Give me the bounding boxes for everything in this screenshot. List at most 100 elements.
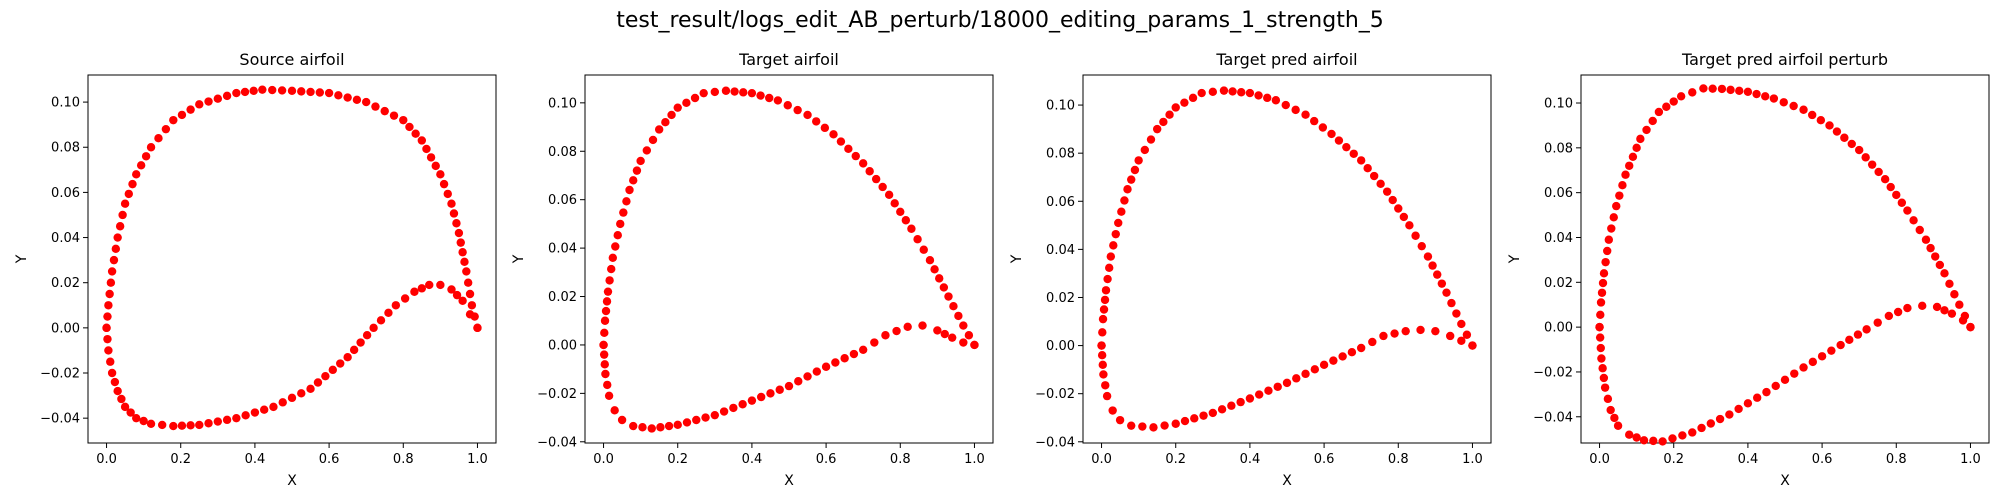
y-axis-label: Y [1009, 254, 1025, 264]
data-point [692, 415, 701, 425]
x-tick-label: 0.4 [742, 452, 763, 467]
data-point [177, 110, 187, 120]
data-point [126, 408, 135, 417]
data-point [890, 199, 899, 208]
data-point [871, 174, 881, 184]
data-point [1874, 167, 1883, 177]
y-tick-label: −0.02 [537, 387, 577, 402]
data-point [1639, 436, 1649, 445]
data-point [1146, 135, 1156, 144]
data-point [1115, 415, 1125, 425]
y-tick-label: −0.04 [1035, 435, 1075, 450]
data-point [287, 393, 297, 403]
data-point [1245, 88, 1255, 98]
data-point [240, 87, 250, 97]
data-point [146, 419, 156, 429]
data-point [259, 405, 269, 414]
data-point [1098, 328, 1107, 337]
data-point [664, 421, 674, 431]
data-point [1817, 352, 1827, 361]
data-point [1423, 252, 1433, 261]
data-point [831, 358, 840, 367]
data-point [629, 421, 638, 431]
data-point [1893, 307, 1903, 317]
data-point [1596, 310, 1605, 320]
data-point [1399, 212, 1409, 222]
data-point [844, 144, 853, 154]
data-points [102, 85, 482, 431]
data-point [1356, 343, 1366, 353]
data-point [608, 253, 618, 262]
data-point [616, 219, 625, 229]
data-point [1120, 196, 1129, 205]
data-point [436, 170, 445, 179]
data-point [128, 179, 137, 189]
data-point [425, 280, 434, 290]
data-point [132, 170, 141, 179]
data-point [601, 306, 611, 316]
data-point [654, 125, 664, 134]
data-point [1628, 152, 1638, 161]
y-tick-label: −0.04 [537, 435, 577, 450]
data-point [1612, 201, 1621, 211]
subplot-title: Target pred airfoil perturb [1681, 50, 1888, 69]
data-point [111, 244, 121, 254]
data-point [297, 389, 306, 398]
data-point [154, 134, 163, 143]
data-points [599, 86, 979, 433]
data-point [820, 123, 830, 133]
data-point [117, 394, 126, 404]
data-point [1327, 129, 1336, 139]
data-point [1897, 198, 1907, 207]
data-point [1598, 364, 1607, 373]
data-point [177, 421, 187, 430]
x-tick-label: 0.8 [890, 452, 911, 467]
data-point [1138, 422, 1147, 431]
data-point [452, 219, 461, 228]
data-point [1600, 383, 1610, 392]
data-point [343, 353, 352, 362]
data-point [371, 102, 380, 111]
data-point [204, 97, 213, 106]
data-point [858, 159, 868, 168]
data-point [1236, 397, 1245, 407]
data-point [766, 389, 775, 398]
data-point [903, 322, 912, 331]
data-point [449, 209, 459, 218]
data-point [105, 289, 114, 299]
data-point [380, 106, 389, 116]
data-point [328, 365, 337, 375]
data-point [1599, 269, 1609, 278]
y-tick-label: 0.06 [1046, 195, 1075, 210]
data-point [1457, 336, 1466, 345]
data-point [352, 95, 362, 105]
data-point [1428, 261, 1437, 270]
x-tick-label: 0.2 [667, 452, 688, 467]
data-point [1958, 316, 1968, 325]
data-point [136, 161, 146, 170]
data-point [1688, 428, 1697, 437]
data-point [454, 228, 464, 238]
data-point [775, 385, 784, 394]
data-point [600, 328, 609, 338]
data-point [1615, 191, 1624, 200]
data-point [603, 380, 612, 390]
data-point [948, 333, 957, 342]
data-point [629, 176, 638, 185]
data-point [1405, 221, 1414, 230]
data-point [1416, 325, 1425, 335]
data-point [747, 88, 757, 98]
data-point [102, 323, 111, 333]
data-point [794, 377, 803, 386]
data-point [756, 91, 765, 100]
data-point [1152, 124, 1162, 134]
data-point [106, 278, 116, 287]
data-point [836, 137, 846, 146]
data-point [141, 152, 151, 161]
data-point [1106, 252, 1116, 261]
data-point [1292, 374, 1301, 383]
data-point [1892, 190, 1901, 200]
data-point [1264, 386, 1273, 395]
data-points [1595, 84, 1975, 446]
data-point [1227, 401, 1236, 410]
